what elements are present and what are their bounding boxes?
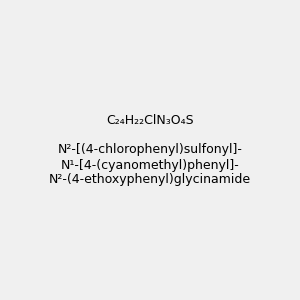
Text: C₂₄H₂₂ClN₃O₄S

N²-[(4-chlorophenyl)sulfonyl]-
N¹-[4-(cyanomethyl)phenyl]-
N²-(4-: C₂₄H₂₂ClN₃O₄S N²-[(4-chlorophenyl)sulfon…: [49, 113, 251, 187]
